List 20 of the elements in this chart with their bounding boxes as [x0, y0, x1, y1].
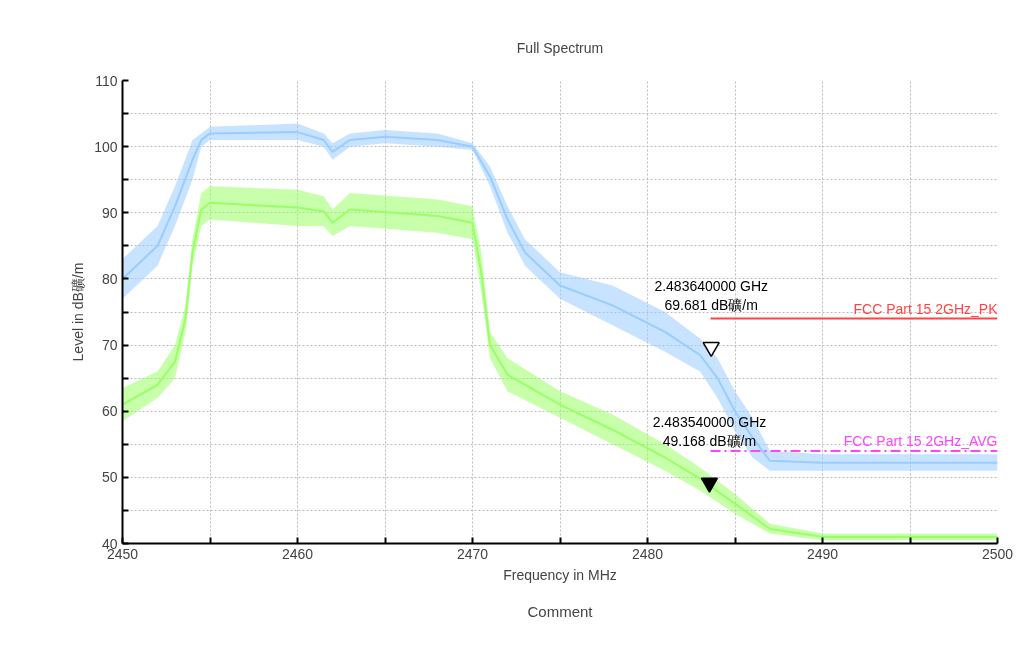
text: Comment [527, 602, 594, 620]
y-tick-label: 60 [101, 403, 118, 420]
x-tick-label: 2500 [981, 545, 1014, 562]
y-tick-label: 80 [101, 270, 118, 287]
x-tick-label: 2480 [631, 545, 664, 562]
series-label: FCC Part 15 2GHz_PK [853, 300, 999, 317]
x-axis-title: Frequency in MHz [503, 566, 617, 583]
y-tick-label: 70 [101, 337, 118, 354]
x-tick-label: 2490 [806, 545, 839, 562]
x-tick-label: 2470 [456, 545, 489, 562]
x-tick-label: 2460 [281, 545, 314, 562]
y-tick-label: 100 [94, 138, 118, 155]
y-tick-label: 50 [101, 469, 118, 486]
annotation: 2.483540000 GHz 49.168 dB礦/m [652, 413, 767, 449]
y-axis-title: Level in dB礦/m [70, 262, 87, 362]
y-tick-label: 90 [101, 204, 118, 221]
y-tick-label: 110 [95, 72, 118, 89]
chart-title: Full Spectrum [516, 39, 604, 56]
annotation: 2.483640000 GHz 69.681 dB礦/m [654, 277, 769, 314]
series-label: FCC Part 15 2GHz_AVG [843, 432, 998, 449]
